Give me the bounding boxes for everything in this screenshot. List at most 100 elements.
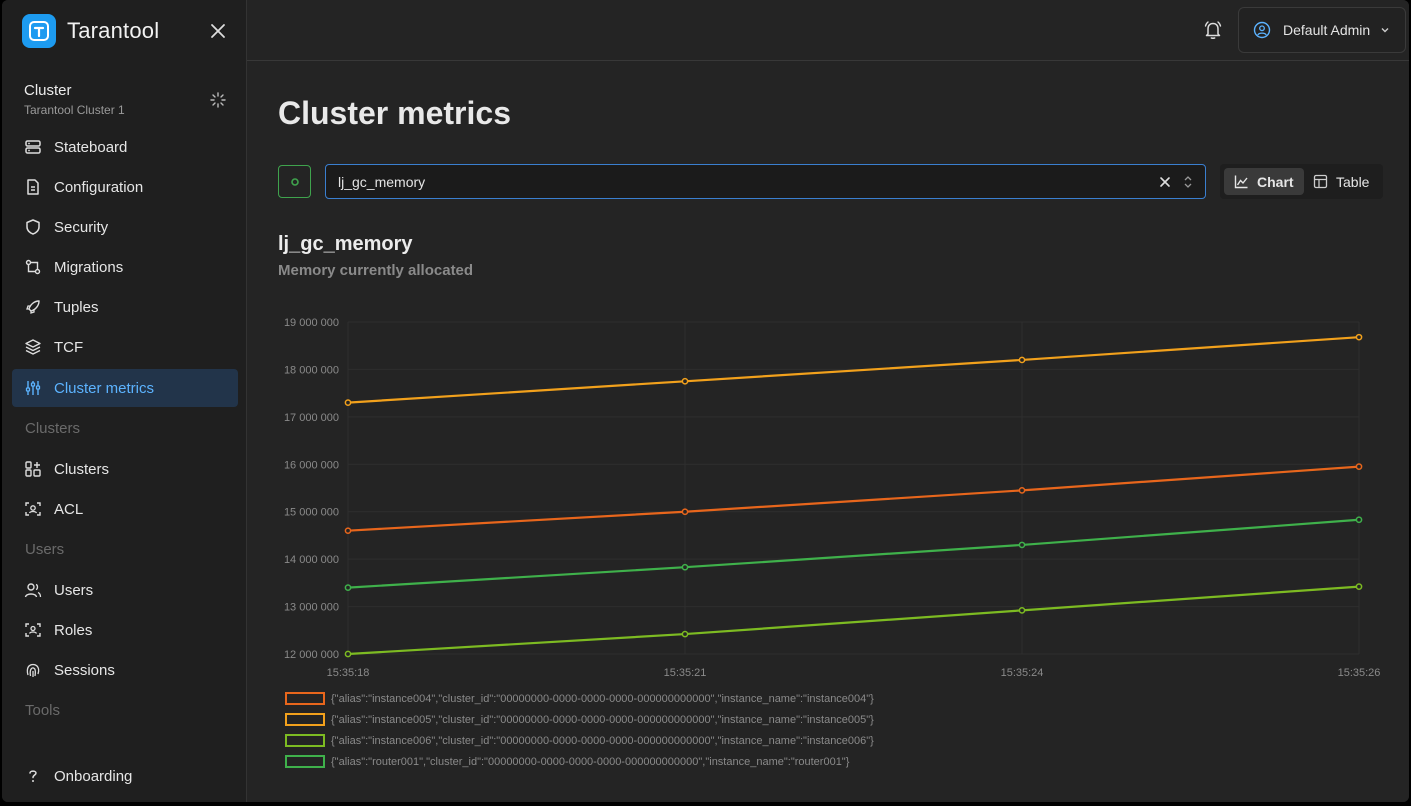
- sidebar-section-clusters: Clusters: [25, 420, 81, 437]
- legend-item-instance005[interactable]: {"alias":"instance005","cluster_id":"000…: [285, 709, 874, 730]
- sidebar-item-onboarding[interactable]: Onboarding: [12, 757, 238, 795]
- chart-view-button[interactable]: Chart: [1224, 168, 1304, 195]
- data-point-instance004: [681, 508, 689, 516]
- sidebar-item-stateboard[interactable]: Stateboard: [12, 128, 238, 166]
- sidebar-item-migrations[interactable]: Migrations: [12, 248, 238, 286]
- sidebar-item-sessions[interactable]: Sessions: [12, 651, 238, 689]
- sidebar-item-acl[interactable]: ACL: [12, 490, 238, 528]
- close-sidebar-button[interactable]: [207, 20, 229, 42]
- sliders-icon: [24, 379, 42, 397]
- user-name: Default Admin: [1283, 22, 1371, 38]
- grid-icon: [24, 460, 42, 478]
- bell-icon: [1204, 21, 1222, 39]
- top-bar: Default Admin: [247, 0, 1409, 61]
- cluster-title: Cluster: [24, 82, 72, 99]
- sidebar-item-label: Roles: [54, 621, 93, 639]
- data-point-instance006: [1018, 607, 1026, 614]
- data-point-instance004: [344, 527, 352, 535]
- legend-item-instance004[interactable]: {"alias":"instance004","cluster_id":"000…: [285, 688, 874, 709]
- fingerprint-icon: [24, 661, 42, 679]
- cluster-selector[interactable]: Cluster Tarantool Cluster 1: [2, 62, 246, 126]
- data-point-router001: [1355, 516, 1363, 524]
- sidebar-item-security[interactable]: Security: [12, 208, 238, 246]
- sidebar-item-label: Tuples: [54, 298, 99, 316]
- series-line-instance005: [347, 336, 1360, 404]
- y-tick-label: 14 000 000: [284, 554, 339, 566]
- metric-search-input[interactable]: [338, 165, 1138, 198]
- data-point-instance006: [344, 650, 352, 658]
- close-icon: [211, 24, 225, 38]
- logo-row: Tarantool: [2, 0, 246, 62]
- view-toggle: Chart Table: [1220, 164, 1383, 199]
- sidebar-item-clusters[interactable]: Clusters: [12, 450, 238, 488]
- legend-swatch: [285, 755, 325, 768]
- file-icon: [24, 178, 42, 196]
- table-icon: [1313, 174, 1328, 189]
- series-line-instance004: [347, 465, 1360, 532]
- layers-icon: [24, 338, 42, 356]
- table-view-button[interactable]: Table: [1303, 168, 1379, 195]
- y-tick-label: 17 000 000: [284, 412, 339, 424]
- y-tick-label: 13 000 000: [284, 602, 339, 614]
- notifications-button[interactable]: [1202, 19, 1224, 41]
- user-avatar-icon: [1253, 21, 1271, 39]
- sidebar-item-label: Sessions: [54, 661, 115, 679]
- data-point-router001: [1018, 541, 1026, 549]
- data-point-instance006: [681, 630, 689, 638]
- chart-icon: [1234, 174, 1249, 189]
- data-point-instance004: [1018, 487, 1026, 494]
- page-title: Cluster metrics: [278, 95, 511, 131]
- metric-chart: 12 000 000 13 000 000 14 000 000 15 000 000…: [284, 317, 1380, 679]
- live-refresh-button[interactable]: [278, 165, 311, 198]
- chevron-down-icon: [1380, 25, 1390, 35]
- sidebar: Tarantool Cluster Tarantool Cluster 1 St…: [2, 0, 247, 802]
- server-icon: [24, 138, 42, 156]
- sidebar-item-cluster-metrics[interactable]: Cluster metrics: [12, 369, 238, 407]
- main-content: Default Admin Cluster metrics: [247, 0, 1409, 802]
- migrations-icon: [24, 258, 42, 276]
- series-line-router001: [347, 518, 1360, 589]
- data-point-instance005: [1018, 356, 1026, 364]
- sidebar-item-tcf[interactable]: TCF: [12, 328, 238, 366]
- users-icon: [24, 581, 42, 599]
- sidebar-section-tools: Tools: [25, 702, 61, 719]
- legend-label: {"alias":"router001","cluster_id":"00000…: [331, 755, 850, 768]
- user-menu-button[interactable]: Default Admin: [1238, 7, 1406, 53]
- clear-icon[interactable]: [1158, 175, 1172, 189]
- legend-swatch: [285, 692, 325, 705]
- shield-icon: [24, 218, 42, 236]
- rocket-icon: [24, 298, 42, 316]
- cluster-name: Tarantool Cluster 1: [24, 103, 125, 117]
- legend-item-router001[interactable]: {"alias":"router001","cluster_id":"00000…: [285, 751, 874, 772]
- data-point-instance005: [681, 377, 689, 385]
- sidebar-item-label: TCF: [54, 338, 84, 356]
- scan-face-icon: [24, 500, 42, 518]
- chart-legend: {"alias":"instance004","cluster_id":"000…: [285, 688, 874, 772]
- legend-item-instance006[interactable]: {"alias":"instance006","cluster_id":"000…: [285, 730, 874, 751]
- x-tick-label: 15:35:18: [327, 667, 370, 679]
- y-tick-label: 15 000 000: [284, 507, 339, 519]
- metric-select[interactable]: [325, 164, 1206, 199]
- chevron-up-down-icon[interactable]: [1183, 174, 1193, 190]
- sidebar-item-tuples[interactable]: Tuples: [12, 288, 238, 326]
- sidebar-item-configuration[interactable]: Configuration: [12, 168, 238, 206]
- user-scan-icon: [24, 621, 42, 639]
- x-tick-label: 15:35:21: [664, 667, 707, 679]
- sidebar-item-label: Cluster metrics: [54, 379, 155, 397]
- data-point-instance004: [1355, 463, 1363, 471]
- data-point-instance005: [344, 399, 352, 406]
- y-tick-label: 12 000 000: [284, 649, 339, 661]
- sidebar-item-roles[interactable]: Roles: [12, 611, 238, 649]
- metric-description: Memory currently allocated: [278, 262, 474, 279]
- y-tick-label: 16 000 000: [284, 459, 339, 471]
- sidebar-item-users[interactable]: Users: [12, 571, 238, 609]
- sidebar-item-label: Onboarding: [54, 767, 133, 785]
- y-tick-label: 18 000 000: [284, 364, 339, 376]
- switch-cluster-icon[interactable]: [209, 91, 227, 109]
- legend-label: {"alias":"instance004","cluster_id":"000…: [331, 692, 874, 705]
- data-point-instance005: [1355, 333, 1363, 341]
- sidebar-item-label: Stateboard: [54, 138, 128, 156]
- sidebar-item-label: ACL: [54, 500, 84, 518]
- sidebar-item-label: Users: [54, 581, 94, 599]
